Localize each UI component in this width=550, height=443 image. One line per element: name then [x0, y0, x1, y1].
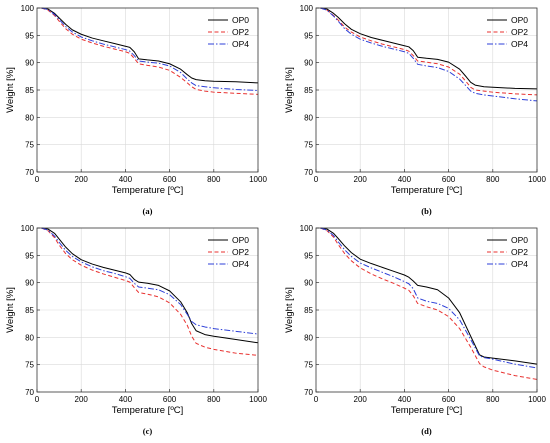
legend-label-op4: OP4: [232, 39, 249, 49]
x-tick-label: 0: [314, 175, 319, 184]
series-line-op4: [320, 227, 538, 369]
legend: OP0 OP2 OP4: [487, 15, 528, 49]
chart-panel-3: 0 200 400 600 800 1000 70 75 80 85 90 95 100 Temperat…: [5, 224, 267, 436]
x-tick-label: 400: [119, 395, 133, 404]
legend-label-op2: OP2: [232, 27, 249, 37]
x-tick-label: 800: [486, 175, 500, 184]
series-line-op0: [41, 7, 259, 84]
x-tick-label: 400: [398, 175, 412, 184]
y-tick-label: 100: [21, 4, 35, 13]
panel-label: (a): [143, 206, 153, 216]
series-line-op0: [320, 7, 538, 90]
y-tick-label: 100: [300, 224, 314, 233]
y-tick-label: 90: [25, 59, 34, 68]
series-line-op0: [41, 227, 259, 344]
x-axis-label: Temperature [ºC]: [112, 405, 184, 416]
series-line-op2: [41, 7, 259, 95]
y-tick-label: 80: [25, 333, 34, 342]
x-tick-label: 1000: [249, 175, 267, 184]
y-axis-label: Weight [%]: [284, 67, 295, 113]
legend-label-op4: OP4: [511, 39, 528, 49]
y-tick-label: 90: [25, 279, 34, 288]
x-tick-label: 200: [354, 175, 368, 184]
y-tick-label: 95: [304, 251, 313, 260]
y-axis-label: Weight [%]: [5, 287, 16, 333]
series-line-op2: [320, 227, 538, 380]
series-line-op0: [320, 227, 538, 365]
y-axis-label: Weight [%]: [5, 67, 16, 113]
chart-panel-2: 0 200 400 600 800 1000 70 75 80 85 90 95 100 Temperat…: [284, 4, 546, 216]
y-tick-label: 75: [304, 141, 313, 150]
series-line-op2: [320, 7, 538, 96]
chart-panel-1: 0 200 400 600 800 1000 70 75 80 85 90 95 100 Temperat…: [5, 4, 267, 216]
x-tick-label: 200: [75, 395, 89, 404]
legend-label-op0: OP0: [511, 235, 528, 245]
legend: OP0 OP2 OP4: [208, 235, 249, 269]
panel-label: (c): [143, 426, 153, 436]
x-tick-label: 0: [35, 395, 40, 404]
y-tick-label: 70: [304, 388, 313, 397]
y-tick-label: 70: [304, 168, 313, 177]
x-tick-label: 400: [398, 395, 412, 404]
y-tick-label: 90: [304, 279, 313, 288]
x-tick-label: 800: [207, 175, 221, 184]
y-tick-label: 80: [304, 113, 313, 122]
x-tick-label: 1000: [249, 395, 267, 404]
x-tick-label: 0: [314, 395, 319, 404]
y-tick-label: 85: [304, 86, 313, 95]
x-tick-label: 800: [207, 395, 221, 404]
series-line-op4: [41, 227, 259, 335]
legend-label-op0: OP0: [232, 15, 249, 25]
y-tick-label: 100: [300, 4, 314, 13]
x-tick-label: 600: [442, 395, 456, 404]
y-tick-label: 75: [25, 361, 34, 370]
y-tick-label: 70: [25, 388, 34, 397]
x-axis-label: Temperature [ºC]: [391, 405, 463, 416]
y-tick-label: 95: [304, 31, 313, 40]
x-axis-label: Temperature [ºC]: [112, 185, 184, 196]
x-axis-label: Temperature [ºC]: [391, 185, 463, 196]
x-tick-label: 200: [354, 395, 368, 404]
y-tick-label: 70: [25, 168, 34, 177]
y-tick-label: 85: [25, 306, 34, 315]
x-tick-label: 800: [486, 395, 500, 404]
y-tick-label: 75: [25, 141, 34, 150]
y-tick-label: 85: [25, 86, 34, 95]
y-tick-label: 90: [304, 59, 313, 68]
x-tick-label: 0: [35, 175, 40, 184]
x-tick-label: 600: [442, 175, 456, 184]
x-tick-label: 400: [119, 175, 133, 184]
y-tick-label: 75: [304, 361, 313, 370]
y-tick-label: 95: [25, 31, 34, 40]
series-line-op2: [41, 227, 259, 356]
chart-panel-4: 0 200 400 600 800 1000 70 75 80 85 90 95 100 Temperat…: [284, 224, 546, 436]
legend-label-op2: OP2: [511, 247, 528, 257]
y-tick-label: 95: [25, 251, 34, 260]
x-tick-label: 1000: [528, 175, 546, 184]
legend-label-op0: OP0: [232, 235, 249, 245]
legend-label-op2: OP2: [511, 27, 528, 37]
legend-label-op4: OP4: [511, 259, 528, 269]
y-tick-label: 100: [21, 224, 35, 233]
series-line-op4: [41, 7, 259, 92]
series-line-op4: [320, 7, 538, 102]
y-tick-label: 80: [25, 113, 34, 122]
x-tick-label: 600: [163, 395, 177, 404]
y-axis-label: Weight [%]: [284, 287, 295, 333]
y-tick-label: 85: [304, 306, 313, 315]
legend: OP0 OP2 OP4: [208, 15, 249, 49]
x-tick-label: 200: [75, 175, 89, 184]
legend-label-op2: OP2: [232, 247, 249, 257]
x-tick-label: 1000: [528, 395, 546, 404]
legend-label-op0: OP0: [511, 15, 528, 25]
legend-label-op4: OP4: [232, 259, 249, 269]
x-tick-label: 600: [163, 175, 177, 184]
panel-label: (d): [421, 426, 432, 436]
y-tick-label: 80: [304, 333, 313, 342]
panel-label: (b): [421, 206, 432, 216]
legend: OP0 OP2 OP4: [487, 235, 528, 269]
